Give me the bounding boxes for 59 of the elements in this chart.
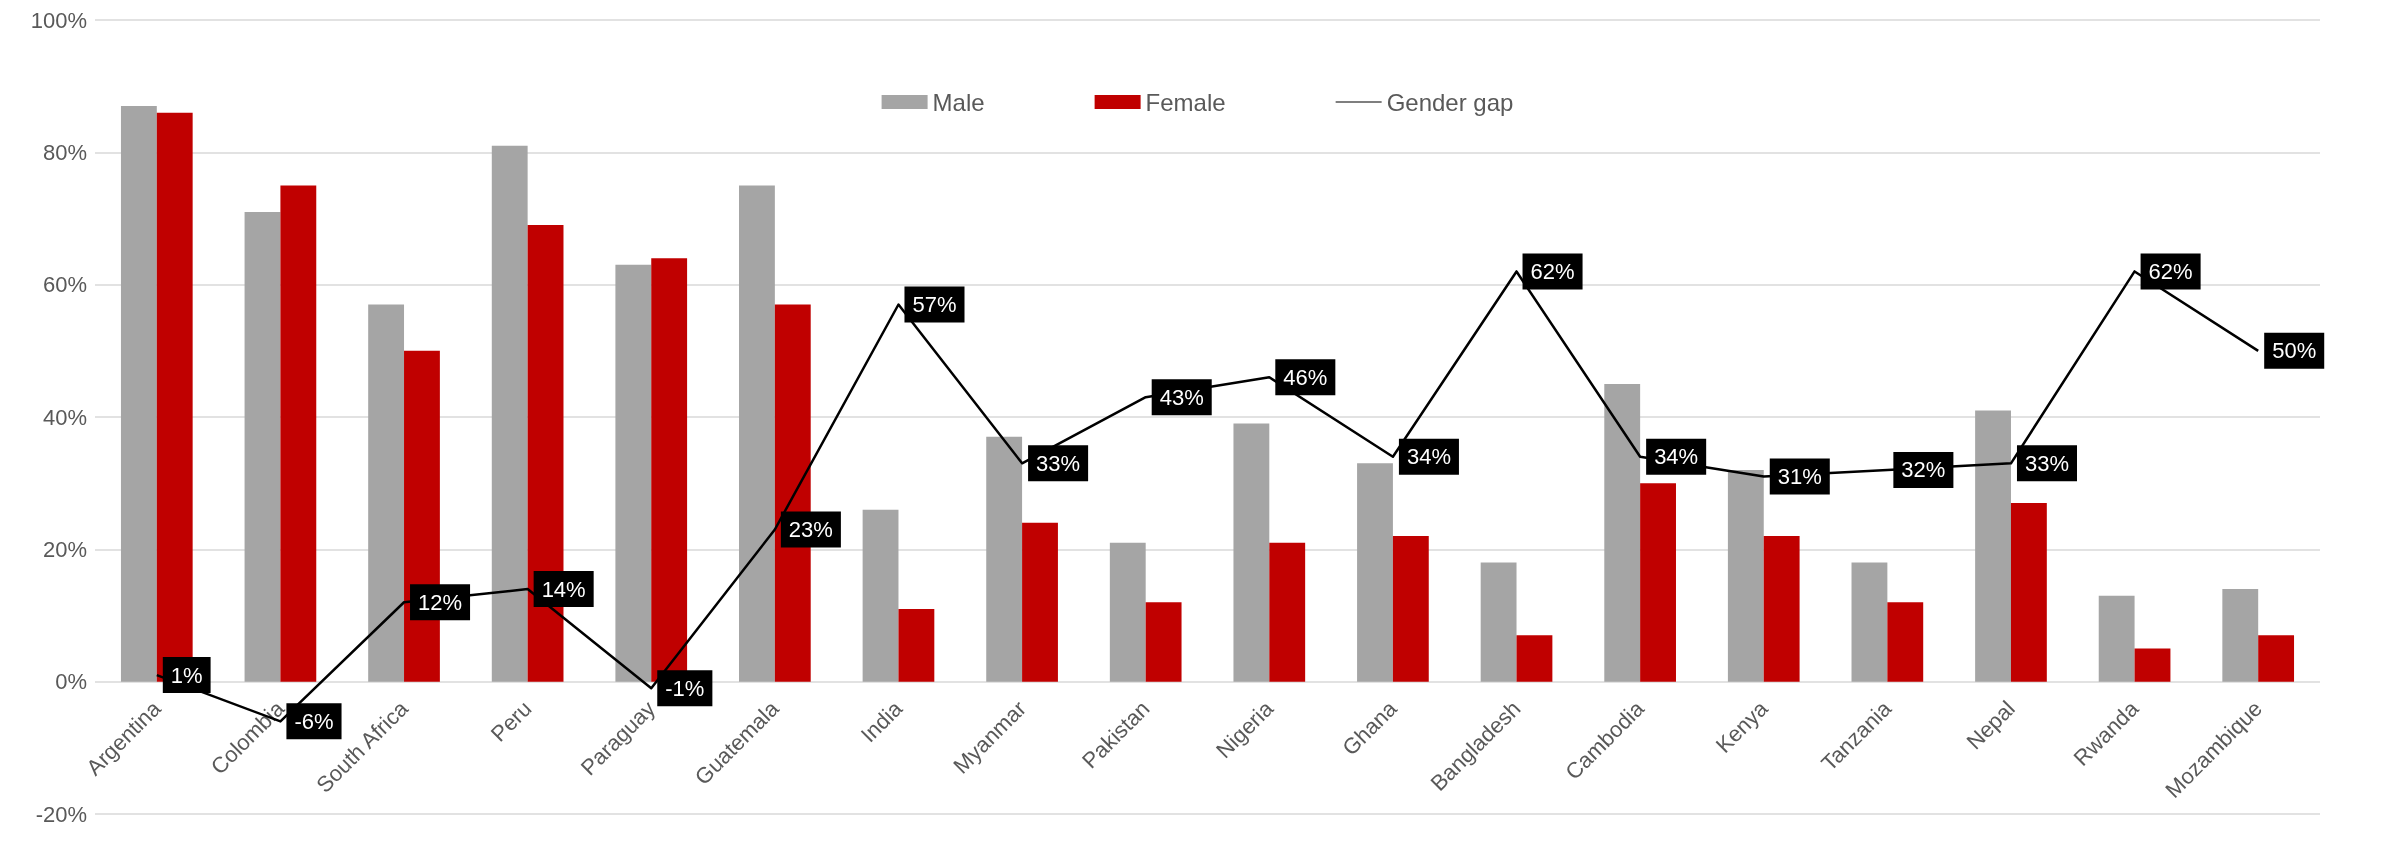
bar	[1233, 423, 1270, 682]
data-label: 31%	[1777, 464, 1822, 490]
y-tick-label: 20%	[42, 536, 87, 562]
bar	[1887, 602, 1924, 682]
legend-label: Gender gap	[1386, 88, 1514, 116]
bar	[1109, 542, 1146, 682]
bar	[1022, 522, 1058, 682]
data-label: 14%	[541, 576, 586, 602]
data-label: 57%	[912, 292, 957, 318]
bar	[1357, 463, 1393, 682]
data-label: 50%	[2272, 338, 2317, 364]
bar	[1516, 635, 1553, 682]
data-label: 46%	[1283, 364, 1328, 390]
data-label: 1%	[170, 662, 203, 688]
bar	[2258, 635, 2295, 682]
data-label: 12%	[418, 589, 463, 615]
data-label: 62%	[1530, 258, 1575, 284]
bar	[1763, 536, 1800, 682]
bar	[862, 509, 899, 682]
bar	[2098, 595, 2135, 682]
data-label: -6%	[294, 708, 334, 734]
data-label: -1%	[665, 675, 705, 701]
data-label: 23%	[788, 516, 833, 542]
data-label: 33%	[2024, 450, 2070, 476]
bar	[244, 211, 281, 682]
bar	[1269, 542, 1306, 682]
bar	[368, 304, 405, 682]
bar	[1727, 469, 1764, 682]
bar	[120, 106, 157, 682]
bar	[2134, 648, 2171, 682]
data-label: 33%	[1036, 450, 1081, 476]
bar	[2222, 589, 2259, 682]
bar	[1392, 536, 1429, 682]
bar	[1604, 383, 1641, 682]
y-tick-label: 100%	[30, 7, 87, 33]
y-tick-label: 40%	[42, 404, 87, 430]
legend-label: Male	[932, 88, 985, 116]
data-label: 43%	[1159, 384, 1204, 410]
bar	[986, 436, 1023, 682]
data-label: 32%	[1901, 457, 1946, 483]
data-label: 34%	[1406, 444, 1451, 470]
y-tick-label: 80%	[42, 139, 87, 165]
bar	[1480, 562, 1517, 682]
bar	[898, 608, 935, 682]
y-tick-label: 60%	[42, 272, 87, 298]
y-tick-label: -20%	[35, 801, 87, 827]
bar	[1640, 483, 1676, 682]
bar	[280, 185, 317, 682]
bar	[615, 264, 652, 682]
y-tick-label: 0%	[55, 669, 87, 695]
bar	[739, 185, 775, 682]
data-label: 34%	[1654, 444, 1699, 470]
bar	[2010, 503, 2047, 682]
bar	[1145, 602, 1182, 682]
bar	[491, 145, 528, 682]
bar	[1975, 410, 2011, 682]
bar	[1851, 562, 1888, 682]
legend-label: Female	[1145, 88, 1226, 116]
data-label: 62%	[2148, 258, 2193, 284]
